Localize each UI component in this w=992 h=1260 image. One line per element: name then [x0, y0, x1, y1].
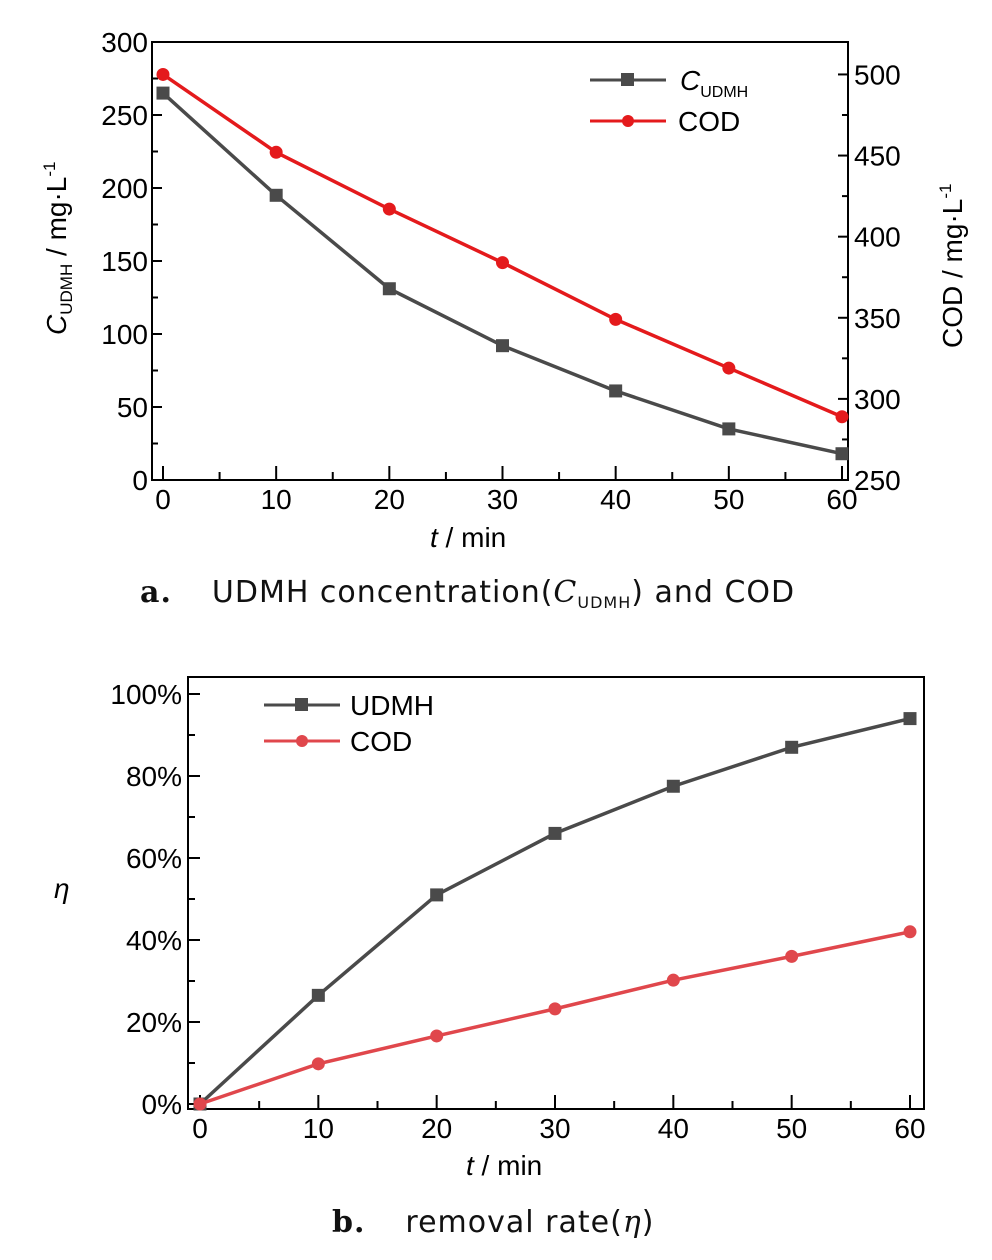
chart-a-ticks: 0 10 20 30 40 50 60 0 50 100 150 200 250 300 250 300 350…	[101, 27, 900, 515]
b-point-square	[430, 888, 444, 902]
chart-b: 0 10 20 30 40 50 60 0% 20% 40% 60% 80% 100% η t / mi…	[54, 676, 926, 1181]
a-left-y-tick-label: 200	[101, 173, 148, 204]
b-point-circle	[311, 1057, 325, 1071]
a-x-tick-label: 10	[261, 484, 292, 515]
a-point-circle	[835, 410, 849, 424]
legend-b-udmh-text: UDMH	[350, 690, 434, 721]
b-point-square	[666, 779, 680, 793]
a-right-y-tick-label: 350	[854, 303, 901, 334]
a-left-y-tick-label: 150	[101, 246, 148, 277]
b-x-tick-label: 20	[421, 1113, 452, 1144]
a-x-tick-label: 60	[826, 484, 857, 515]
caption-a: a. UDMH concentration(CUDMH) and COD	[140, 575, 795, 612]
b-y-tick-label: 100%	[110, 679, 182, 710]
b-point-circle	[430, 1029, 444, 1043]
a-point-square	[382, 282, 396, 296]
a-right-y-tick-label: 450	[854, 141, 901, 172]
b-y-tick-label: 60%	[126, 843, 182, 874]
legend-b-udmh-marker	[295, 698, 308, 711]
b-y-tick-label: 0%	[142, 1089, 182, 1120]
chart-b-lines	[193, 712, 917, 1111]
b-point-circle	[548, 1002, 562, 1016]
a-point-circle	[382, 202, 396, 216]
a-right-y-tick-label: 400	[854, 222, 901, 253]
a-point-circle	[722, 361, 736, 375]
b-point-circle	[666, 973, 680, 987]
chart-a-left-axis-label: CUDMH / mg·L-1	[40, 162, 76, 336]
legend-cod-marker	[622, 115, 634, 127]
b-x-tick-label: 60	[894, 1113, 925, 1144]
a-left-y-tick-label: 0	[132, 465, 148, 496]
legend-udmh-text: CUDMH	[680, 65, 748, 101]
legend-udmh-marker	[621, 73, 634, 86]
a-point-square	[722, 422, 736, 436]
a-right-y-tick-label: 250	[854, 465, 901, 496]
a-x-tick-label: 50	[713, 484, 744, 515]
b-y-tick-label: 40%	[126, 925, 182, 956]
a-point-square	[269, 188, 283, 202]
b-point-circle	[193, 1097, 207, 1111]
b-point-circle	[903, 925, 917, 939]
b-y-tick-label: 80%	[126, 761, 182, 792]
b-series-line-0	[198, 716, 911, 1106]
b-point-circle	[785, 949, 799, 963]
b-x-tick-label: 10	[303, 1113, 334, 1144]
b-point-square	[548, 826, 562, 840]
chart-b-x-axis-label: t / min	[466, 1150, 542, 1181]
chart-b-ticks: 0 10 20 30 40 50 60 0% 20% 40% 60% 80% 100%	[110, 679, 925, 1144]
a-point-square	[156, 86, 170, 100]
b-x-tick-label: 30	[539, 1113, 570, 1144]
b-x-tick-label: 0	[192, 1113, 208, 1144]
a-point-square	[496, 339, 509, 353]
b-x-tick-label: 40	[658, 1113, 689, 1144]
chart-a-x-axis-label: t / min	[430, 522, 506, 553]
a-point-circle	[269, 145, 283, 159]
a-left-y-tick-label: 50	[117, 392, 148, 423]
a-x-tick-label: 40	[600, 484, 631, 515]
b-y-tick-label: 20%	[126, 1007, 182, 1038]
chart-a-right-axis-label: COD / mg·L-1	[936, 184, 968, 348]
a-point-circle	[156, 67, 170, 81]
legend-b-cod-text: COD	[350, 726, 412, 757]
a-left-y-tick-label: 250	[101, 100, 148, 131]
legend-cod-text: COD	[678, 106, 740, 137]
b-point-square	[311, 988, 325, 1002]
chart-a-legend: CUDMH COD	[590, 65, 748, 137]
chart-a-lines	[156, 67, 849, 461]
a-right-y-tick-label: 500	[854, 59, 901, 90]
chart-b-legend: UDMH COD	[264, 690, 434, 757]
a-point-circle	[609, 312, 623, 326]
a-series-line-0	[161, 91, 843, 456]
b-x-tick-label: 50	[776, 1113, 807, 1144]
b-point-square	[903, 712, 917, 726]
caption-b: b. removal rate(η)	[332, 1205, 655, 1240]
chart-a: 0 10 20 30 40 50 60 0 50 100 150 200 250 300 250 300 350…	[40, 27, 968, 553]
a-right-y-tick-label: 300	[854, 384, 901, 415]
a-left-y-tick-label: 100	[101, 319, 148, 350]
chart-b-y-axis-label: η	[54, 873, 70, 904]
b-series-line-1	[199, 930, 911, 1106]
legend-b-cod-marker	[296, 735, 308, 747]
a-point-square	[835, 447, 849, 461]
a-x-tick-label: 30	[487, 484, 518, 515]
a-point-square	[609, 384, 623, 398]
a-x-tick-label: 20	[374, 484, 405, 515]
a-point-circle	[496, 256, 509, 270]
b-point-square	[785, 740, 799, 754]
a-left-y-tick-label: 300	[101, 27, 148, 58]
a-x-tick-label: 0	[155, 484, 171, 515]
